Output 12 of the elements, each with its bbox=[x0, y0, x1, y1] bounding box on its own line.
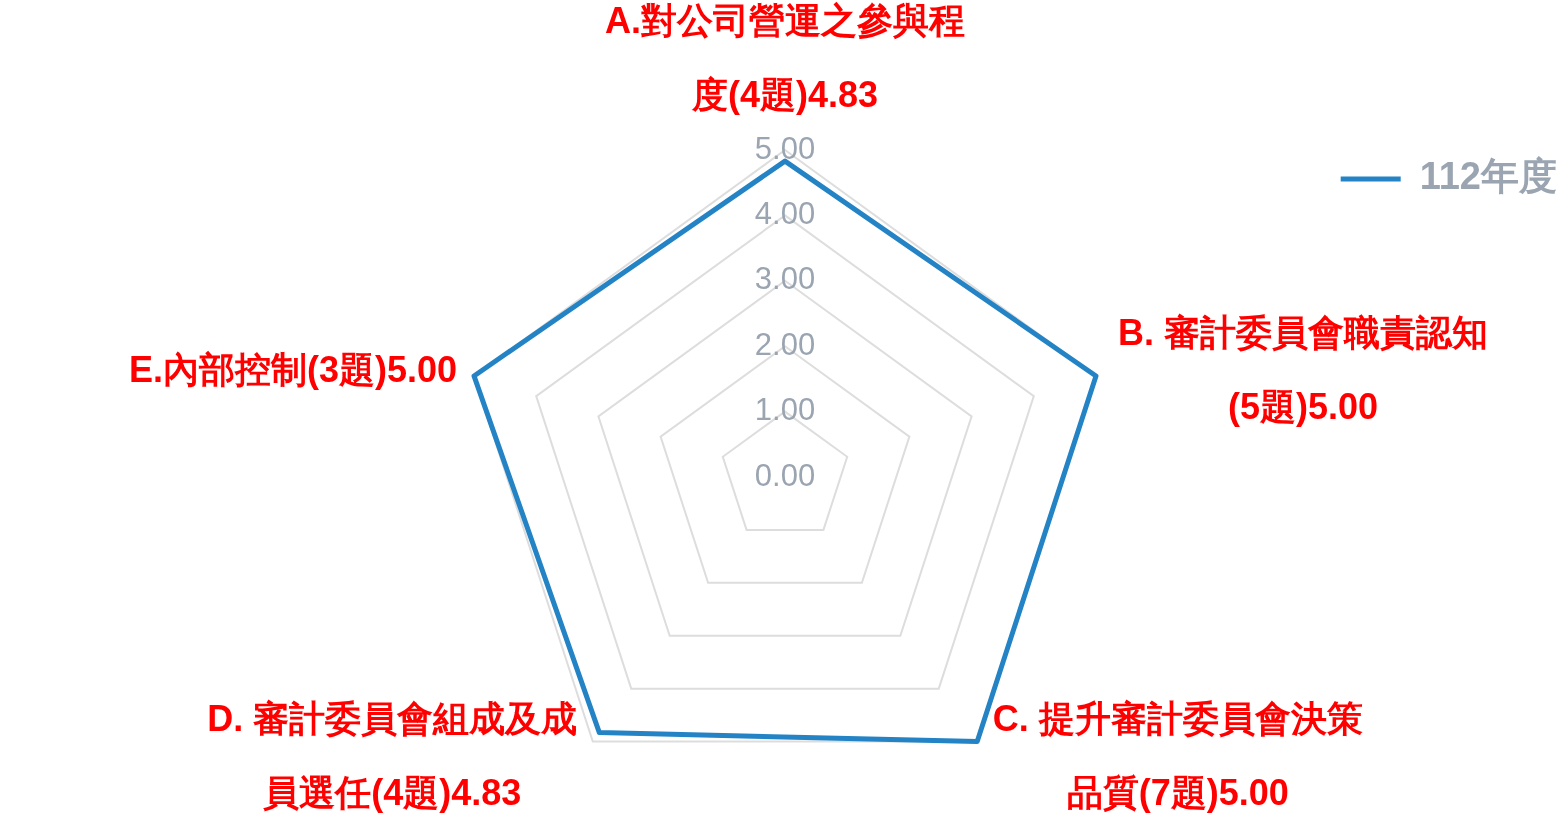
spoke-label: C. 提升審計委員會決策品質(7題)5.00 bbox=[991, 697, 1364, 815]
spoke-label: B. 審計委員會職責認知(5題)5.00 bbox=[1117, 311, 1490, 430]
y-tick-label: 5.00 bbox=[754, 130, 816, 166]
y-tick-label: 4.00 bbox=[754, 195, 816, 231]
legend-label: 112年度 bbox=[1419, 155, 1558, 198]
spoke-label: A.對公司營運之參與程度(4題)4.83 bbox=[604, 0, 966, 117]
y-tick-label: 2.00 bbox=[754, 326, 816, 362]
y-tick-label: 3.00 bbox=[754, 261, 816, 297]
spoke-label: D. 審計委員會組成及成員選任(4題)4.83 bbox=[206, 697, 579, 815]
y-tick-label: 0.00 bbox=[754, 457, 816, 493]
spoke-label: E.內部控制(3題)5.00 bbox=[128, 348, 457, 393]
y-tick-label: 1.00 bbox=[754, 392, 816, 428]
